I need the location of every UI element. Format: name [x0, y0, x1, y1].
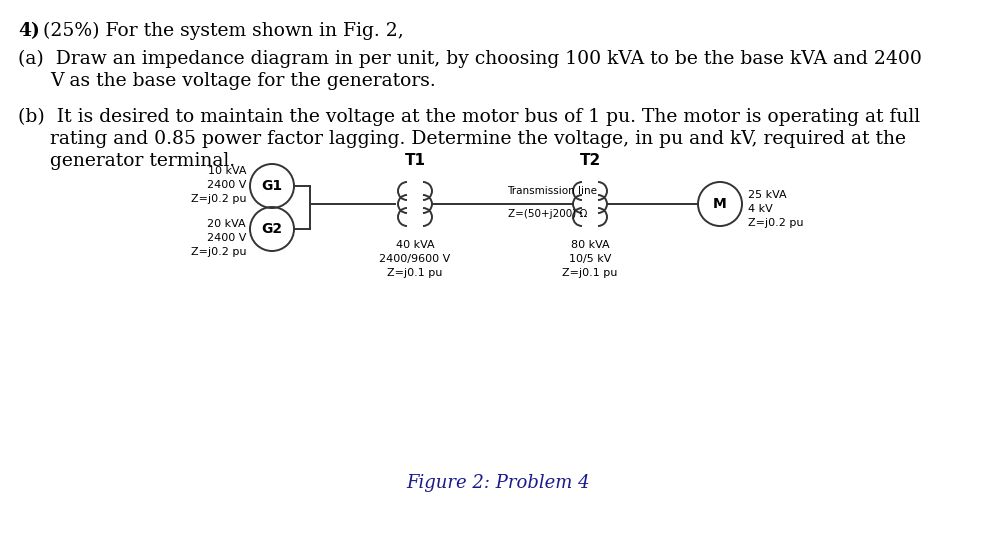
Text: (a)  Draw an impedance diagram in per unit, by choosing 100 kVA to be the base k: (a) Draw an impedance diagram in per uni…: [18, 50, 922, 68]
Text: T1: T1: [404, 153, 425, 168]
Text: rating and 0.85 power factor lagging. Determine the voltage, in pu and kV, requi: rating and 0.85 power factor lagging. De…: [50, 130, 906, 148]
Text: V as the base voltage for the generators.: V as the base voltage for the generators…: [50, 72, 436, 90]
Text: Transmission line: Transmission line: [508, 186, 598, 196]
Text: G1: G1: [261, 179, 283, 193]
Text: Z=(50+j200) Ω: Z=(50+j200) Ω: [508, 209, 587, 219]
Text: G2: G2: [261, 222, 283, 236]
Text: 80 kVA
10/5 kV
Z=j0.1 pu: 80 kVA 10/5 kV Z=j0.1 pu: [563, 240, 618, 278]
Text: 25 kVA
4 kV
Z=j0.2 pu: 25 kVA 4 kV Z=j0.2 pu: [748, 190, 804, 228]
Text: (25%) For the system shown in Fig. 2,: (25%) For the system shown in Fig. 2,: [37, 22, 403, 40]
Text: M: M: [713, 197, 727, 211]
Text: generator terminal.: generator terminal.: [50, 152, 235, 170]
Text: 20 kVA
2400 V
Z=j0.2 pu: 20 kVA 2400 V Z=j0.2 pu: [190, 219, 246, 257]
Text: (b)  It is desired to maintain the voltage at the motor bus of 1 pu. The motor i: (b) It is desired to maintain the voltag…: [18, 108, 920, 126]
Text: T2: T2: [580, 153, 601, 168]
Text: 4): 4): [18, 22, 40, 40]
Text: 40 kVA
2400/9600 V
Z=j0.1 pu: 40 kVA 2400/9600 V Z=j0.1 pu: [379, 240, 450, 278]
Text: Figure 2: Problem 4: Figure 2: Problem 4: [406, 474, 590, 492]
Text: 10 kVA
2400 V
Z=j0.2 pu: 10 kVA 2400 V Z=j0.2 pu: [190, 166, 246, 204]
